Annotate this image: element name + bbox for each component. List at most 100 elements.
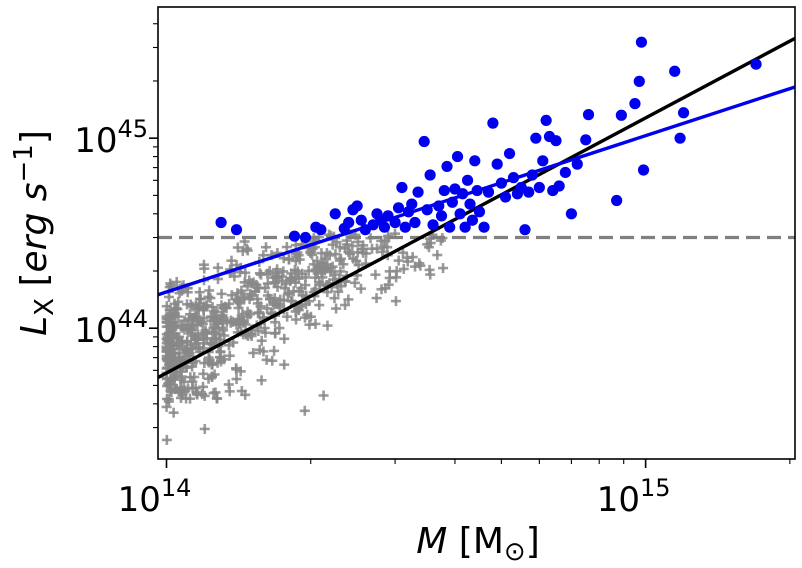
all-cluster-point	[210, 387, 221, 398]
selected-cluster-point	[351, 200, 363, 212]
all-cluster-point	[206, 338, 217, 349]
x-axis-unit-open: [M	[447, 521, 504, 562]
all-cluster-point	[382, 242, 393, 253]
all-cluster-point	[310, 318, 321, 329]
all-cluster-point	[348, 253, 359, 264]
selected-cluster-point	[495, 177, 507, 189]
x-axis-unit-close: ]	[526, 521, 540, 562]
all-cluster-point	[314, 300, 325, 311]
x-tick-label: 1014	[118, 474, 192, 520]
all-cluster-point	[242, 281, 253, 292]
all-cluster-point	[282, 311, 293, 322]
all-cluster-point	[272, 281, 283, 292]
all-cluster-point	[185, 393, 196, 404]
all-cluster-point	[165, 386, 176, 397]
all-cluster-point	[370, 269, 381, 280]
all-cluster-point	[279, 359, 290, 370]
selected-cluster-point	[215, 216, 227, 229]
all-cluster-point	[260, 242, 271, 253]
all-cluster-point	[262, 268, 273, 279]
all-cluster-point	[178, 376, 189, 387]
all-cluster-point	[303, 265, 314, 276]
selected-cluster-point	[461, 174, 474, 186]
all-cluster-point	[329, 293, 340, 304]
y-tick-label: 1044	[74, 305, 148, 351]
all-cluster-point	[401, 252, 412, 263]
all-cluster-point	[341, 235, 352, 246]
selected-cluster-point	[571, 158, 583, 170]
selected-cluster-point	[537, 155, 549, 167]
selected-cluster-point	[478, 221, 490, 233]
all-cluster-point	[397, 247, 408, 258]
selected-cluster-point	[565, 208, 578, 220]
all-cluster-point	[224, 386, 235, 397]
all-cluster-point	[193, 304, 204, 315]
all-cluster-point	[336, 281, 347, 292]
all-cluster-point	[161, 401, 172, 412]
all-cluster-point	[173, 311, 184, 322]
selected-cluster-point	[466, 214, 479, 226]
selected-cluster-point	[750, 58, 762, 70]
all-cluster-point	[190, 383, 201, 394]
all-cluster-point	[224, 350, 235, 361]
axes-layer: 1014 1015 1044 1045	[74, 23, 791, 520]
all-cluster-point	[367, 243, 378, 254]
all-cluster-point	[258, 250, 269, 261]
selected-cluster-point	[427, 219, 439, 231]
all-cluster-point	[161, 313, 172, 324]
all-cluster-point	[185, 299, 196, 310]
all-cluster-point	[161, 434, 172, 445]
all-cluster-point	[270, 327, 281, 338]
all-cluster-point	[215, 347, 226, 358]
all-cluster-point	[331, 303, 342, 314]
selected-cluster-point	[288, 230, 301, 242]
selected-cluster-point	[519, 224, 531, 236]
selected-cluster-point	[382, 210, 394, 222]
selected-cluster-point	[615, 109, 627, 121]
all-cluster-point	[219, 302, 230, 313]
selected-cluster-point	[487, 117, 499, 129]
all-cluster-point	[278, 266, 289, 277]
all-cluster-point	[192, 319, 203, 330]
y-axis-unit-open: [	[14, 273, 55, 299]
all-cluster-point	[165, 376, 176, 387]
selected-cluster-point	[438, 184, 450, 197]
selected-cluster-point	[457, 188, 469, 200]
all-cluster-point	[189, 372, 200, 383]
selected-cluster-point	[482, 186, 495, 198]
all-cluster-point	[377, 246, 388, 257]
selected-cluster-point	[389, 216, 401, 229]
selected-cluster-point	[530, 132, 542, 144]
selected-cluster-point	[315, 224, 327, 236]
all-cluster-point	[216, 356, 227, 367]
selected-cluster-point	[418, 135, 430, 148]
all-cluster-point	[272, 264, 283, 275]
all-cluster-point	[212, 262, 223, 273]
all-cluster-point	[198, 368, 209, 379]
all-cluster-point	[186, 330, 197, 341]
all-cluster-point	[317, 272, 328, 283]
all-cluster-point	[254, 307, 265, 318]
y-axis-unit: erg s	[14, 183, 55, 273]
all-cluster-point	[229, 271, 240, 282]
all-cluster-point	[245, 309, 256, 320]
all-cluster-point	[192, 342, 203, 353]
all-cluster-point	[327, 261, 338, 272]
all-cluster-point	[252, 294, 263, 305]
all-cluster-point	[380, 235, 391, 246]
all-cluster-point	[393, 255, 404, 266]
x-axis-label: M [M⊙]	[416, 521, 539, 567]
selected-cluster-point	[674, 132, 686, 144]
all-cluster-point	[343, 246, 354, 257]
all-cluster-point	[198, 334, 209, 345]
all-cluster-point	[265, 293, 276, 304]
selected-cluster-point	[523, 186, 535, 198]
all-cluster-point	[262, 278, 273, 289]
all-cluster-point	[247, 290, 258, 301]
all-cluster-point	[253, 326, 264, 337]
plot-frame	[157, 6, 796, 460]
all-cluster-point	[438, 263, 449, 274]
all-cluster-point	[391, 272, 402, 283]
all-cluster-point	[163, 394, 174, 405]
